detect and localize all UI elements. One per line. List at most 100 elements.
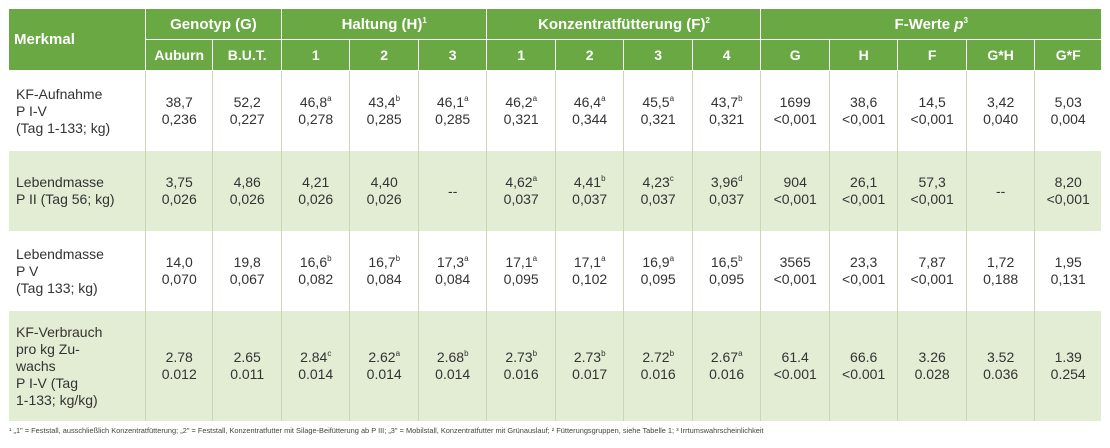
cell-value: 3,42 xyxy=(987,94,1015,110)
cell-secondary-value: <0,001 xyxy=(773,271,817,287)
cell-secondary-value: <0,001 xyxy=(910,191,954,207)
cell-value: 23,3 xyxy=(850,254,878,270)
cell-value: 4,40 xyxy=(370,174,398,190)
significance-letter: b xyxy=(601,349,606,358)
cell-value: -- xyxy=(448,182,458,199)
data-cell: 16,9a 0,095 xyxy=(624,231,693,311)
significance-letter: b xyxy=(738,254,743,263)
subheader-cell: H xyxy=(829,40,899,71)
cell-value: 2.73 xyxy=(505,349,533,365)
cell-secondary-value: 0.016 xyxy=(503,366,539,382)
cell-value: 2.72 xyxy=(642,349,670,365)
cell-value: 14,5 xyxy=(918,94,946,110)
cell-value: 2.78 xyxy=(165,349,193,365)
cell-value: 57,3 xyxy=(918,174,946,190)
row-label-line: 1-133; kg/kg) xyxy=(16,391,98,408)
cell-value: 46,4 xyxy=(573,94,602,110)
row-label-line: pro kg Zu- xyxy=(16,340,80,357)
cell-value: 2.67 xyxy=(710,349,739,365)
cell-value: 2.84 xyxy=(300,349,328,365)
cell-value: 16,6 xyxy=(299,254,328,270)
row-label-line: KF-Aufnahme xyxy=(16,85,103,102)
cell-secondary-value: 0,095 xyxy=(709,271,745,287)
table-row: KF-Verbrauch pro kg Zu-wachs P I-V (Tag 1-1… xyxy=(9,311,1101,421)
subheader-cell: 1 xyxy=(281,40,351,71)
cell-secondary-value: <0,001 xyxy=(773,111,817,127)
cell-secondary-value: 0.017 xyxy=(572,366,608,382)
data-cell: 3.26 0.028 xyxy=(898,311,967,421)
data-cell: 4,86 0,026 xyxy=(213,151,282,231)
cell-secondary-value: 0,026 xyxy=(298,191,334,207)
significance-letter: b xyxy=(327,254,332,263)
cell-secondary-value: 0,037 xyxy=(709,191,745,207)
data-cell: 19,8 0,067 xyxy=(213,231,282,311)
cell-value: 17,3 xyxy=(436,254,465,270)
cell-value: 38,7 xyxy=(165,94,193,110)
data-cell: 46,1a 0,285 xyxy=(418,71,488,151)
table-row: KF-Aufnahme P I-V (Tag 1-133; kg) 38,7 0,236… xyxy=(9,71,1101,151)
cell-secondary-value: <0,001 xyxy=(910,111,954,127)
row-label-line: (Tag 133; kg) xyxy=(16,279,98,296)
data-cell: 904 <0,001 xyxy=(761,151,830,231)
data-cell: 2.73b 0.016 xyxy=(487,311,556,421)
cell-secondary-value: 0,026 xyxy=(229,191,265,207)
cell-secondary-value: 0,188 xyxy=(983,271,1019,287)
cell-value: 4,41 xyxy=(573,174,602,190)
data-cell: 14,0 0,070 xyxy=(145,231,214,311)
cell-secondary-value: 0,278 xyxy=(298,111,334,127)
significance-letter: a xyxy=(532,174,538,183)
data-cell: 45,5a 0,321 xyxy=(624,71,693,151)
row-label-line: wachs xyxy=(16,357,56,374)
cell-secondary-value: 0.012 xyxy=(161,366,197,382)
cell-value: 2.65 xyxy=(233,349,261,365)
row-label-line: Lebendmasse xyxy=(16,174,104,190)
significance-letter: a xyxy=(464,254,469,263)
cell-secondary-value: 0.036 xyxy=(983,366,1019,382)
significance-letter: b xyxy=(738,94,743,103)
cell-secondary-value: 0,067 xyxy=(229,271,265,287)
cell-secondary-value: 0.011 xyxy=(230,366,265,382)
subheader-cell: 2 xyxy=(350,40,419,71)
significance-letter: a xyxy=(669,94,675,103)
cell-value: 7,87 xyxy=(918,254,946,270)
cell-secondary-value: <0.001 xyxy=(773,366,817,382)
data-cell: 3.52 0.036 xyxy=(966,311,1036,421)
cell-value: 4,23 xyxy=(642,174,670,190)
subheader-cell: Auburn xyxy=(145,40,214,71)
cell-secondary-value: 0,037 xyxy=(572,191,608,207)
row-label-line: Lebendmasse xyxy=(16,245,104,262)
data-cell: 16,5b 0,095 xyxy=(692,231,762,311)
significance-letter: b xyxy=(669,349,675,358)
cell-secondary-value: 0,344 xyxy=(572,111,608,127)
header-merkmal: Merkmal xyxy=(9,9,146,71)
cell-secondary-value: 0,131 xyxy=(1050,271,1086,287)
cell-secondary-value: <0,001 xyxy=(1046,191,1090,207)
cell-value: 46,2 xyxy=(505,94,533,110)
subheader-row: Auburn B.U.T. 1 2 3 1 2 3 4 G H F G*H G*F xyxy=(9,40,1101,71)
cell-value: 17,1 xyxy=(505,254,533,270)
cell-secondary-value: <0.001 xyxy=(842,366,886,382)
data-cell: 26,1 <0,001 xyxy=(829,151,899,231)
cell-secondary-value: 0,084 xyxy=(435,271,471,287)
data-cell: 7,87 <0,001 xyxy=(898,231,967,311)
cell-value: 16,7 xyxy=(368,254,396,270)
header-group-konzentrat: Konzentratfütterung (F)2 xyxy=(487,9,762,40)
cell-secondary-value: 0,040 xyxy=(983,111,1019,127)
significance-letter: a xyxy=(464,94,469,103)
data-cell: 3,75 0,026 xyxy=(145,151,214,231)
cell-value: 46,1 xyxy=(436,94,465,110)
cell-value: 1.39 xyxy=(1054,349,1082,365)
cell-secondary-value: 0.014 xyxy=(298,366,334,382)
significance-letter: d xyxy=(738,174,743,183)
row-label-line: P II (Tag 56; kg) xyxy=(16,191,115,207)
row-label-line: P I-V (Tag xyxy=(16,374,78,391)
cell-value: 4,62 xyxy=(505,174,533,190)
header-group-fwerte: F-Werte p3 xyxy=(761,9,1101,40)
data-cell: 38,7 0,236 xyxy=(145,71,214,151)
data-cell: 5,03 0,004 xyxy=(1035,71,1101,151)
data-cell: 38,6 <0,001 xyxy=(829,71,899,151)
cell-secondary-value: 0.014 xyxy=(435,366,471,382)
cell-secondary-value: 0,026 xyxy=(366,191,402,207)
significance-letter: a xyxy=(601,94,606,103)
cell-secondary-value: 0,004 xyxy=(1050,111,1086,127)
